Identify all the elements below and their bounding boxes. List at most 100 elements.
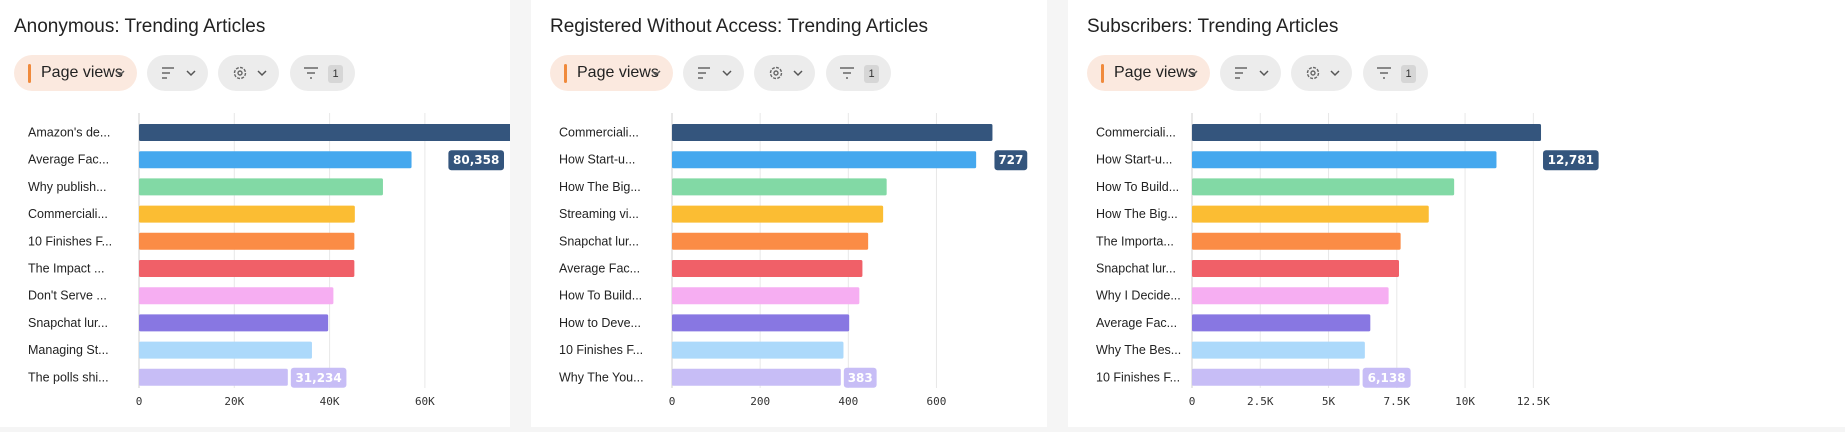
category-label: Amazon's de... <box>28 126 110 140</box>
x-tick-label: 2.5K <box>1247 395 1274 408</box>
bar <box>1192 341 1365 359</box>
category-label: 10 Finishes F... <box>1096 370 1180 384</box>
category-label: Average Fac... <box>559 262 640 276</box>
category-label: Why I Decide... <box>1096 289 1181 303</box>
x-tick-label: 12.5K <box>1517 395 1550 408</box>
metric-label: Page views <box>41 64 123 81</box>
bar <box>139 341 312 359</box>
x-tick-label: 400 <box>838 395 858 408</box>
bar <box>139 314 329 332</box>
category-label: How The Big... <box>1096 207 1178 221</box>
panel-title: Registered Without Access: Trending Arti… <box>550 16 929 37</box>
category-label: The polls shi... <box>28 370 109 384</box>
metric-select[interactable]: Page views <box>550 55 673 91</box>
filter-count-badge: 1 <box>1401 65 1416 83</box>
filter-count-badge: 1 <box>328 65 343 83</box>
bar <box>139 287 334 305</box>
chevron-down-icon <box>115 70 125 77</box>
sort-button[interactable] <box>1220 55 1281 91</box>
panel-title: Subscribers: Trending Articles <box>1087 16 1339 37</box>
category-label: The Impact ... <box>28 262 104 276</box>
bar <box>672 341 844 359</box>
settings-button[interactable] <box>218 55 279 91</box>
bar <box>139 178 383 196</box>
category-label: Why publish... <box>28 180 107 194</box>
category-label: 10 Finishes F... <box>28 234 112 248</box>
category-label: Don't Serve ... <box>28 289 107 303</box>
value-label: 727 <box>998 153 1023 167</box>
filter-icon <box>1377 67 1391 79</box>
x-tick-label: 60K <box>415 395 435 408</box>
bar <box>139 205 355 223</box>
filter-button[interactable]: 1 <box>826 55 891 91</box>
bar-chart: 0 200 400 600 Commerciali... How Start-u... Ho… <box>559 113 1028 408</box>
chevron-down-icon <box>722 70 732 77</box>
bar <box>1192 205 1429 223</box>
category-label: Why The You... <box>559 370 644 384</box>
chevron-down-icon <box>793 70 803 77</box>
metric-select[interactable]: Page views <box>1087 55 1210 91</box>
settings-button[interactable] <box>754 55 815 91</box>
value-label: 12,781 <box>1548 153 1594 167</box>
x-tick-label: 200 <box>750 395 770 408</box>
value-label: 6,138 <box>1368 371 1406 385</box>
filter-icon <box>304 67 318 79</box>
filter-icon <box>840 67 854 79</box>
panel-subscribers: Subscribers: Trending Articles Page view… <box>1068 0 1845 427</box>
filter-button[interactable]: 1 <box>290 55 355 91</box>
x-tick-label: 0 <box>1189 395 1196 408</box>
chevron-down-icon <box>651 70 661 77</box>
metric-accent <box>28 63 31 83</box>
value-label: 383 <box>848 371 873 385</box>
bar <box>672 260 863 277</box>
bar <box>1192 124 1542 141</box>
sort-button[interactable] <box>683 55 744 91</box>
value-tooltip <box>1543 150 1599 171</box>
filter-count-badge: 1 <box>864 65 879 83</box>
sort-bars-icon <box>162 67 174 79</box>
filter-button[interactable]: 1 <box>1363 55 1428 91</box>
panel-title: Anonymous: Trending Articles <box>14 16 266 37</box>
category-label: Snapchat lur... <box>28 316 108 330</box>
value-tooltip <box>994 150 1028 171</box>
metric-select[interactable]: Page views <box>14 55 137 91</box>
bar <box>672 232 869 250</box>
x-tick-label: 7.5K <box>1384 395 1411 408</box>
gear-icon <box>233 66 247 80</box>
bar <box>672 178 887 196</box>
bar <box>672 368 841 386</box>
x-tick-label: 0 <box>669 395 676 408</box>
bar <box>139 232 355 250</box>
metric-label: Page views <box>577 64 659 81</box>
bar <box>139 124 522 141</box>
bar <box>1192 368 1360 386</box>
chevron-down-icon <box>1259 70 1269 77</box>
category-label: How Start-u... <box>1096 153 1172 167</box>
metric-accent <box>564 63 567 83</box>
bar <box>139 151 412 169</box>
bar-chart: 020K40K60K80KAmazon's de...Average Fac..… <box>28 113 530 408</box>
bar <box>1192 232 1401 250</box>
settings-button[interactable] <box>1291 55 1352 91</box>
value-tooltip <box>843 367 877 388</box>
category-label: Snapchat lur... <box>1096 262 1176 276</box>
category-label: Snapchat lur... <box>559 234 639 248</box>
category-label: How To Build... <box>559 289 642 303</box>
category-label: Commerciali... <box>1096 126 1176 140</box>
bar <box>672 287 860 305</box>
category-label: Average Fac... <box>1096 316 1177 330</box>
value-label: 80,358 <box>453 153 499 167</box>
category-label: How to Deve... <box>559 316 641 330</box>
bar <box>1192 151 1497 169</box>
category-label: Average Fac... <box>28 153 109 167</box>
category-label: Streaming vi... <box>559 207 639 221</box>
bar <box>139 260 355 277</box>
x-tick-label: 10K <box>1455 395 1475 408</box>
x-tick-label: 20K <box>224 395 244 408</box>
sort-button[interactable] <box>147 55 208 91</box>
bar <box>672 151 977 169</box>
category-label: How The Big... <box>559 180 641 194</box>
bar <box>1192 260 1399 277</box>
category-label: Commerciali... <box>559 126 639 140</box>
value-tooltip <box>1362 367 1411 388</box>
